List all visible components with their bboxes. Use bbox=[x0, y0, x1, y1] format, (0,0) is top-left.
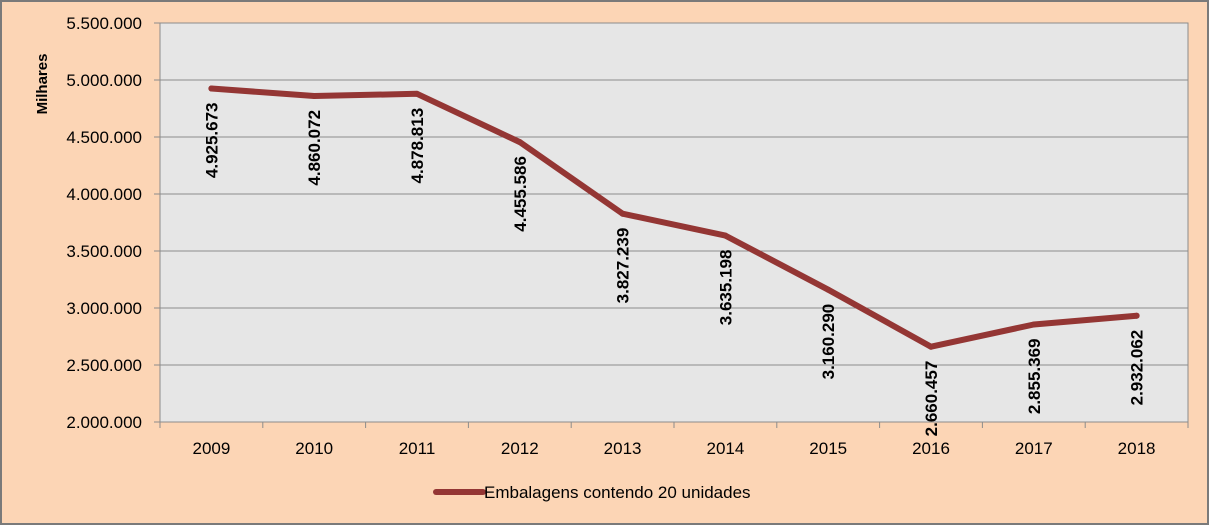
data-label: 2.932.062 bbox=[1128, 330, 1147, 406]
x-tick-label: 2011 bbox=[399, 439, 436, 458]
data-label: 2.855.369 bbox=[1025, 338, 1044, 414]
data-labels: 4.925.673 4.860.072 4.878.813 4.455.586 3.82… bbox=[202, 102, 1146, 436]
data-point bbox=[619, 210, 626, 217]
data-point bbox=[722, 232, 729, 239]
data-point bbox=[1030, 321, 1037, 328]
data-label: 3.827.239 bbox=[614, 228, 633, 304]
y-tick-label: 5.000.000 bbox=[66, 71, 142, 90]
x-tick-label: 2013 bbox=[604, 439, 642, 458]
x-tick-label: 2015 bbox=[809, 439, 847, 458]
data-point bbox=[208, 85, 215, 92]
data-label: 4.455.586 bbox=[511, 156, 530, 232]
y-axis-title: Milhares bbox=[34, 54, 51, 115]
y-axis: 2.000.000 2.500.000 3.000.000 3.500.000 4.00… bbox=[66, 14, 160, 432]
data-point bbox=[414, 90, 420, 97]
legend: Embalagens contendo 20 unidades bbox=[433, 483, 751, 502]
data-label: 4.878.813 bbox=[408, 108, 427, 184]
x-tick-label: 2009 bbox=[192, 439, 230, 458]
y-tick-label: 5.500.000 bbox=[66, 14, 142, 33]
series-line bbox=[208, 85, 1140, 350]
data-label: 3.160.290 bbox=[819, 304, 838, 380]
y-tick-label: 2.500.000 bbox=[66, 356, 142, 375]
data-label: 4.925.673 bbox=[202, 102, 221, 178]
y-tick-label: 3.500.000 bbox=[66, 242, 142, 261]
x-tick-label: 2014 bbox=[706, 439, 744, 458]
data-label: 4.860.072 bbox=[305, 110, 324, 186]
y-tick-label: 4.500.000 bbox=[66, 128, 142, 147]
x-tick-label: 2010 bbox=[295, 439, 333, 458]
y-tick-label: 3.000.000 bbox=[66, 299, 142, 318]
x-tick-label: 2016 bbox=[912, 439, 950, 458]
x-tick-label: 2012 bbox=[501, 439, 539, 458]
x-tick-label: 2018 bbox=[1118, 439, 1156, 458]
x-tick-label: 2017 bbox=[1015, 439, 1053, 458]
gridlines bbox=[160, 79, 1188, 366]
data-point bbox=[311, 92, 318, 99]
y-tick-label: 2.000.000 bbox=[66, 413, 142, 432]
data-label: 2.660.457 bbox=[922, 361, 941, 437]
data-point bbox=[516, 139, 523, 146]
y-tick-label: 4.000.000 bbox=[66, 185, 142, 204]
legend-label: Embalagens contendo 20 unidades bbox=[484, 483, 751, 502]
data-label: 3.635.198 bbox=[716, 250, 735, 326]
data-point bbox=[825, 286, 832, 293]
x-axis: 2009 2010 2011 2012 2013 2014 2015 2016 2017 2018 bbox=[159, 422, 1189, 458]
series-layer bbox=[208, 85, 1140, 350]
data-point bbox=[928, 343, 934, 350]
data-point bbox=[1133, 312, 1140, 319]
